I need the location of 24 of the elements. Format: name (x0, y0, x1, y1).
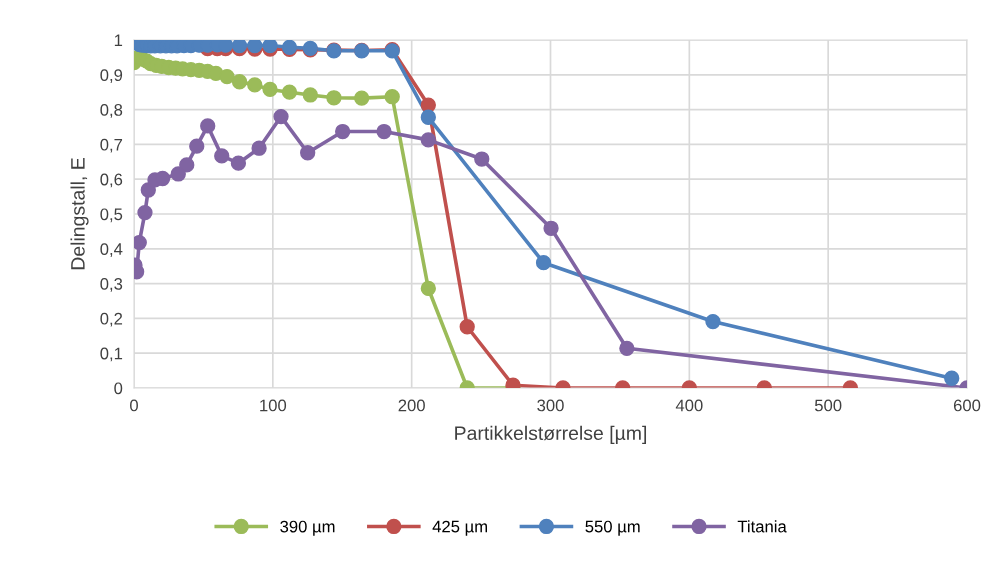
y-tick-label: 0,7 (100, 138, 123, 153)
y-tick-label: 0,5 (100, 208, 123, 223)
legend-label: 425 µm (432, 520, 487, 536)
y-axis-title: Delingstall, E (70, 158, 89, 270)
x-tick-label: 200 (398, 399, 425, 412)
legend-label: 390 µm (280, 520, 335, 536)
x-tick-label: 100 (260, 399, 287, 412)
x-tick-label: 300 (537, 399, 564, 412)
x-tick-label: 600 (953, 399, 981, 412)
y-tick-label: 0,1 (100, 347, 123, 362)
x-tick-label: 400 (675, 399, 703, 412)
y-tick-label: 0,4 (100, 243, 123, 257)
legend-label: 550 µm (585, 520, 640, 536)
y-tick-label: 0,8 (100, 104, 123, 118)
y-tick-label: 0,3 (100, 278, 123, 292)
legend-label: Titania (737, 520, 787, 533)
x-axis-title: Partikkelstørrelse [µm] (455, 425, 647, 444)
x-tick-label: 500 (814, 399, 842, 412)
y-tick-label: 1 (114, 34, 123, 47)
y-tick-label: 0,2 (100, 312, 123, 327)
y-tick-label: 0,9 (100, 69, 123, 83)
x-tick-label: 0 (130, 399, 138, 412)
y-tick-label: 0,6 (100, 173, 123, 188)
y-tick-label: 0 (114, 382, 123, 395)
